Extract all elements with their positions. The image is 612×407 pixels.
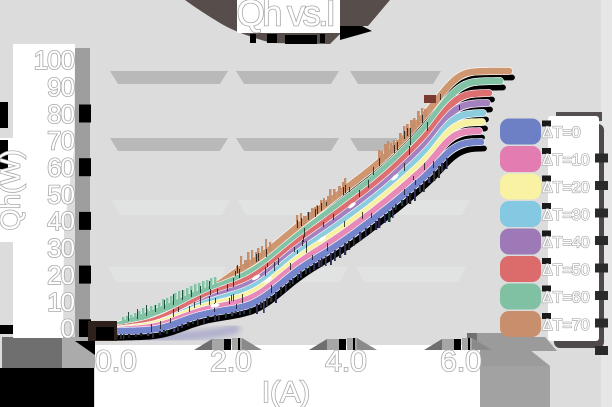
svg-text:ΔT=20: ΔT=20 (542, 180, 590, 197)
svg-text:0: 0 (61, 314, 75, 344)
svg-text:10: 10 (47, 287, 74, 317)
svg-text:6.0: 6.0 (440, 345, 482, 378)
svg-text:80: 80 (47, 99, 74, 129)
svg-text:2.0: 2.0 (210, 345, 252, 378)
svg-text:ΔT=30: ΔT=30 (542, 207, 590, 224)
svg-text:ΔT=70: ΔT=70 (542, 317, 590, 334)
svg-text:Qh(W): Qh(W) (0, 150, 26, 231)
svg-text:ΔT=0: ΔT=0 (542, 125, 581, 142)
svg-text:ΔT=40: ΔT=40 (542, 235, 590, 252)
svg-text:I(A): I(A) (262, 376, 310, 407)
svg-text:0.0: 0.0 (95, 345, 137, 378)
svg-text:ΔT=50: ΔT=50 (542, 262, 590, 279)
svg-text:Qh vs.I: Qh vs.I (237, 0, 334, 34)
svg-text:20: 20 (47, 260, 74, 290)
svg-text:70: 70 (47, 126, 74, 156)
svg-text:ΔT=10: ΔT=10 (542, 152, 590, 169)
svg-text:40: 40 (47, 206, 74, 236)
svg-text:100: 100 (34, 45, 75, 75)
svg-text:60: 60 (47, 153, 74, 183)
svg-text:90: 90 (47, 72, 74, 102)
svg-text:50: 50 (47, 179, 74, 209)
svg-text:4.0: 4.0 (325, 345, 367, 378)
svg-text:30: 30 (47, 233, 74, 263)
svg-text:ΔT=60: ΔT=60 (542, 290, 590, 307)
